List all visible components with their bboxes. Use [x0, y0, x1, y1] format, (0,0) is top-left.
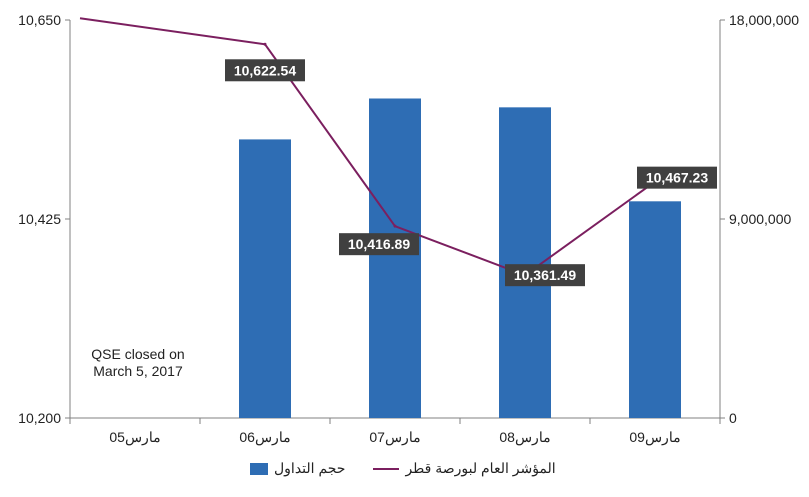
x-tick-label: مارس07	[369, 429, 420, 446]
index-data-label-box	[225, 59, 305, 82]
index-data-label: 10,622.54	[234, 62, 296, 78]
index-point	[263, 42, 267, 46]
index-data-label: 10,361.49	[514, 267, 576, 283]
y-right-tick-label: 9,000,000	[729, 211, 791, 227]
index-data-label-box	[505, 264, 585, 287]
y-left-tick-label: 10,425	[18, 211, 61, 227]
index-data-label-box	[637, 166, 717, 189]
closed-note-text: QSE closed on March 5, 2017	[91, 346, 185, 379]
x-tick-label: مارس09	[629, 429, 680, 446]
closed-note: QSE closed on March 5, 2017	[78, 346, 198, 380]
index-data-label: 10,416.89	[348, 236, 410, 252]
volume-bar	[369, 98, 421, 418]
y-right-tick-label: 0	[729, 410, 737, 426]
y-left-tick-label: 10,200	[18, 410, 61, 426]
legend-item-volume[interactable]: حجم التداول	[250, 460, 345, 477]
x-tick-label: مارس06	[239, 429, 290, 446]
legend-swatch-volume	[250, 462, 268, 475]
index-data-label-box	[339, 233, 419, 256]
volume-bar	[239, 139, 291, 418]
y-left-tick-label: 10,650	[18, 12, 61, 28]
legend-label-volume: حجم التداول	[274, 460, 346, 476]
x-tick-label: مارس05	[109, 429, 160, 446]
legend: حجم التداول المؤشر العام لبورصة قطر	[250, 460, 556, 477]
index-data-label: 10,467.23	[646, 170, 708, 186]
legend-item-index[interactable]: المؤشر العام لبورصة قطر	[373, 460, 556, 477]
index-point	[393, 224, 397, 228]
x-tick-label: مارس08	[499, 429, 550, 446]
legend-label-index: المؤشر العام لبورصة قطر	[405, 460, 556, 476]
legend-swatch-index	[373, 467, 400, 470]
y-right-tick-label: 18,000,000	[729, 12, 799, 28]
volume-bar	[629, 201, 681, 418]
